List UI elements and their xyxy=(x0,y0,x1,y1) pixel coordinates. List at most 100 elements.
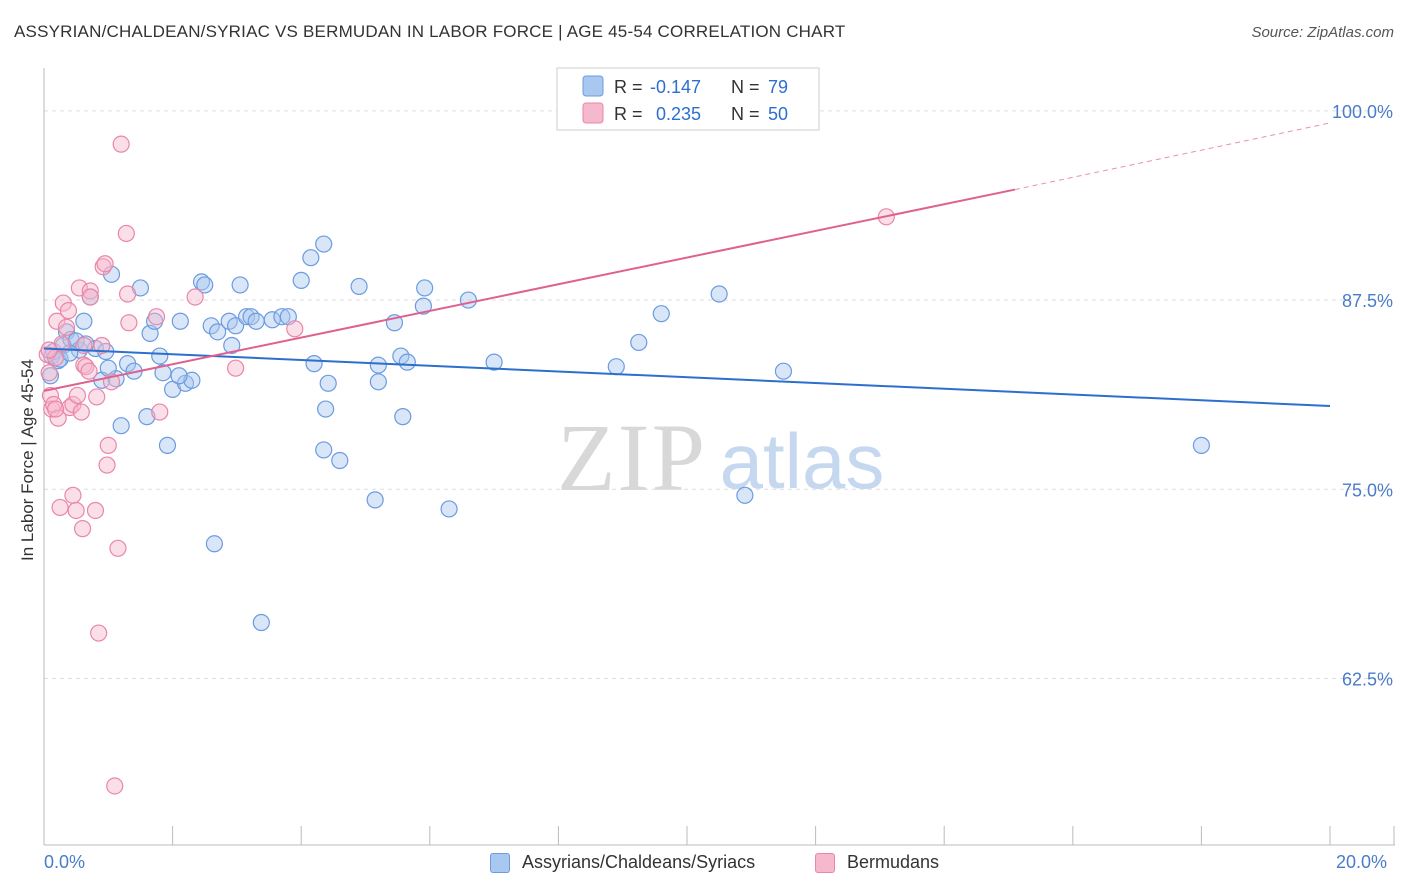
legend-n-value-pink: 50 xyxy=(768,104,788,124)
assyrian-point-51 xyxy=(317,400,335,418)
assyrian-point-70 xyxy=(710,285,728,303)
assyrian-point-73 xyxy=(1192,436,1211,454)
axes xyxy=(43,68,1395,846)
bermudan-point-17 xyxy=(68,386,87,405)
bermudan-point-11 xyxy=(57,318,76,336)
trend-lines xyxy=(43,122,1331,408)
assyrian-point-31 xyxy=(196,276,214,294)
bermudan-point-19 xyxy=(72,403,90,421)
assyrian-point-55 xyxy=(366,491,384,509)
legend-label-bermudans: Bermudans xyxy=(847,852,940,872)
assyrian-point-46 xyxy=(292,271,310,289)
legend-r-value-blue: -0.147 xyxy=(650,77,701,97)
watermark-zip: ZIP xyxy=(557,404,707,511)
assyrian-point-41 xyxy=(247,312,265,330)
assyrian-point-77 xyxy=(99,359,117,377)
bermudan-point-14 xyxy=(64,486,82,504)
bermudan-point-24 xyxy=(80,362,98,380)
assyrian-point-32 xyxy=(202,317,220,335)
assyrian-point-8 xyxy=(75,312,93,330)
assyrian-point-60 xyxy=(394,408,412,426)
assyrian-point-49 xyxy=(315,235,333,253)
assyrian-point-42 xyxy=(252,613,270,632)
assyrian-point-65 xyxy=(459,291,477,309)
bermudan-point-33 xyxy=(98,456,116,474)
y-tick-labels: 100.0% 87.5% 75.0% 62.5% xyxy=(1332,102,1393,690)
assyrian-point-29 xyxy=(183,371,201,389)
watermark: ZIP atlas xyxy=(557,404,884,511)
y-axis-title: In Labor Force | Age 45-54 xyxy=(18,359,37,561)
assyrian-point-36 xyxy=(223,336,241,355)
bermudan-point-46 xyxy=(286,320,304,338)
assyrian-point-50 xyxy=(315,441,333,459)
assyrian-point-34 xyxy=(209,323,227,341)
legend-item-bermudans: Bermudans xyxy=(815,852,939,873)
legend-label-assyrians: Assyrians/Chaldeans/Syriacs xyxy=(522,852,756,872)
assyrian-point-53 xyxy=(331,451,349,470)
bermudan-point-44 xyxy=(186,288,204,306)
bermudan-trend-line xyxy=(43,188,1016,392)
bermudan-point-28 xyxy=(88,388,106,406)
assyrian-point-40 xyxy=(242,308,260,326)
correlation-legend: R = -0.147 N = 79 R = 0.235 N = 50 xyxy=(556,67,820,131)
bermudan-point-37 xyxy=(109,539,127,557)
bermudan-point-1 xyxy=(40,364,58,382)
y-tick-label-2: 75.0% xyxy=(1342,480,1393,500)
y-tick-label-0: 100.0% xyxy=(1332,102,1393,122)
assyrian-point-64 xyxy=(440,500,458,518)
assyrian-point-62 xyxy=(414,297,432,315)
assyrian-point-24 xyxy=(154,364,172,382)
assyrian-point-25 xyxy=(158,436,177,454)
assyrian-point-57 xyxy=(369,373,387,391)
assyrian-point-52 xyxy=(319,374,337,392)
assyrian-point-38 xyxy=(231,276,249,294)
legend-swatch-assyrians xyxy=(490,852,510,873)
chart-title: ASSYRIAN/CHALDEAN/SYRIAC VS BERMUDAN IN … xyxy=(14,22,846,41)
bermudan-point-16 xyxy=(67,501,85,520)
legend-n-value-blue: 79 xyxy=(768,77,788,97)
bermudan-point-45 xyxy=(227,359,245,377)
watermark-atlas: atlas xyxy=(720,417,885,505)
assyrian-point-68 xyxy=(630,333,648,352)
legend-n-label-blue: N = xyxy=(731,77,760,97)
assyrian-point-67 xyxy=(607,358,625,376)
assyrian-point-27 xyxy=(171,312,189,330)
assyrian-point-71 xyxy=(736,486,754,504)
assyrian-point-78 xyxy=(170,367,188,385)
assyrian-point-63 xyxy=(416,279,434,297)
assyrian-point-44 xyxy=(273,308,291,326)
y-tick-label-3: 62.5% xyxy=(1342,669,1393,689)
assyrian-point-56 xyxy=(369,356,387,374)
bermudan-point-29 xyxy=(90,624,108,642)
bermudan-point-25 xyxy=(81,282,99,300)
legend-n-label-pink: N = xyxy=(731,104,760,124)
chart-source: Source: ZipAtlas.com xyxy=(1251,24,1394,41)
assyrian-trend-line xyxy=(43,347,1331,408)
legend-r-value-pink: 0.235 xyxy=(656,104,701,124)
bermudan-point-6 xyxy=(48,312,66,330)
legend-swatch-pink xyxy=(582,102,604,124)
bermudan-point-42 xyxy=(147,308,166,326)
bermudan-point-36 xyxy=(106,777,124,795)
assyrian-point-30 xyxy=(192,273,211,291)
assyrian-point-23 xyxy=(151,347,169,365)
bermudan-point-31 xyxy=(94,258,112,276)
bermudan-point-20 xyxy=(73,520,92,538)
bermudan-point-34 xyxy=(99,436,117,454)
bermudan-point-47 xyxy=(40,341,58,359)
legend-item-assyrians: Assyrians/Chaldeans/Syriacs xyxy=(490,852,755,873)
bermudan-point-48 xyxy=(46,400,65,418)
bermudan-point-30 xyxy=(93,336,111,355)
bermudan-point-41 xyxy=(120,314,138,332)
series-legend: Assyrians/Chaldeans/Syriacs Bermudans xyxy=(0,852,1406,878)
gridlines xyxy=(44,110,1395,679)
bermudan-point-43 xyxy=(151,403,169,421)
bermudan-point-40 xyxy=(118,285,137,303)
bermudan-point-39 xyxy=(117,224,135,243)
legend-r-label-pink: R = xyxy=(614,104,643,124)
assyrian-point-39 xyxy=(237,308,256,326)
assyrian-point-43 xyxy=(263,311,281,329)
assyrian-point-69 xyxy=(652,305,670,323)
assyrian-point-47 xyxy=(302,249,320,267)
